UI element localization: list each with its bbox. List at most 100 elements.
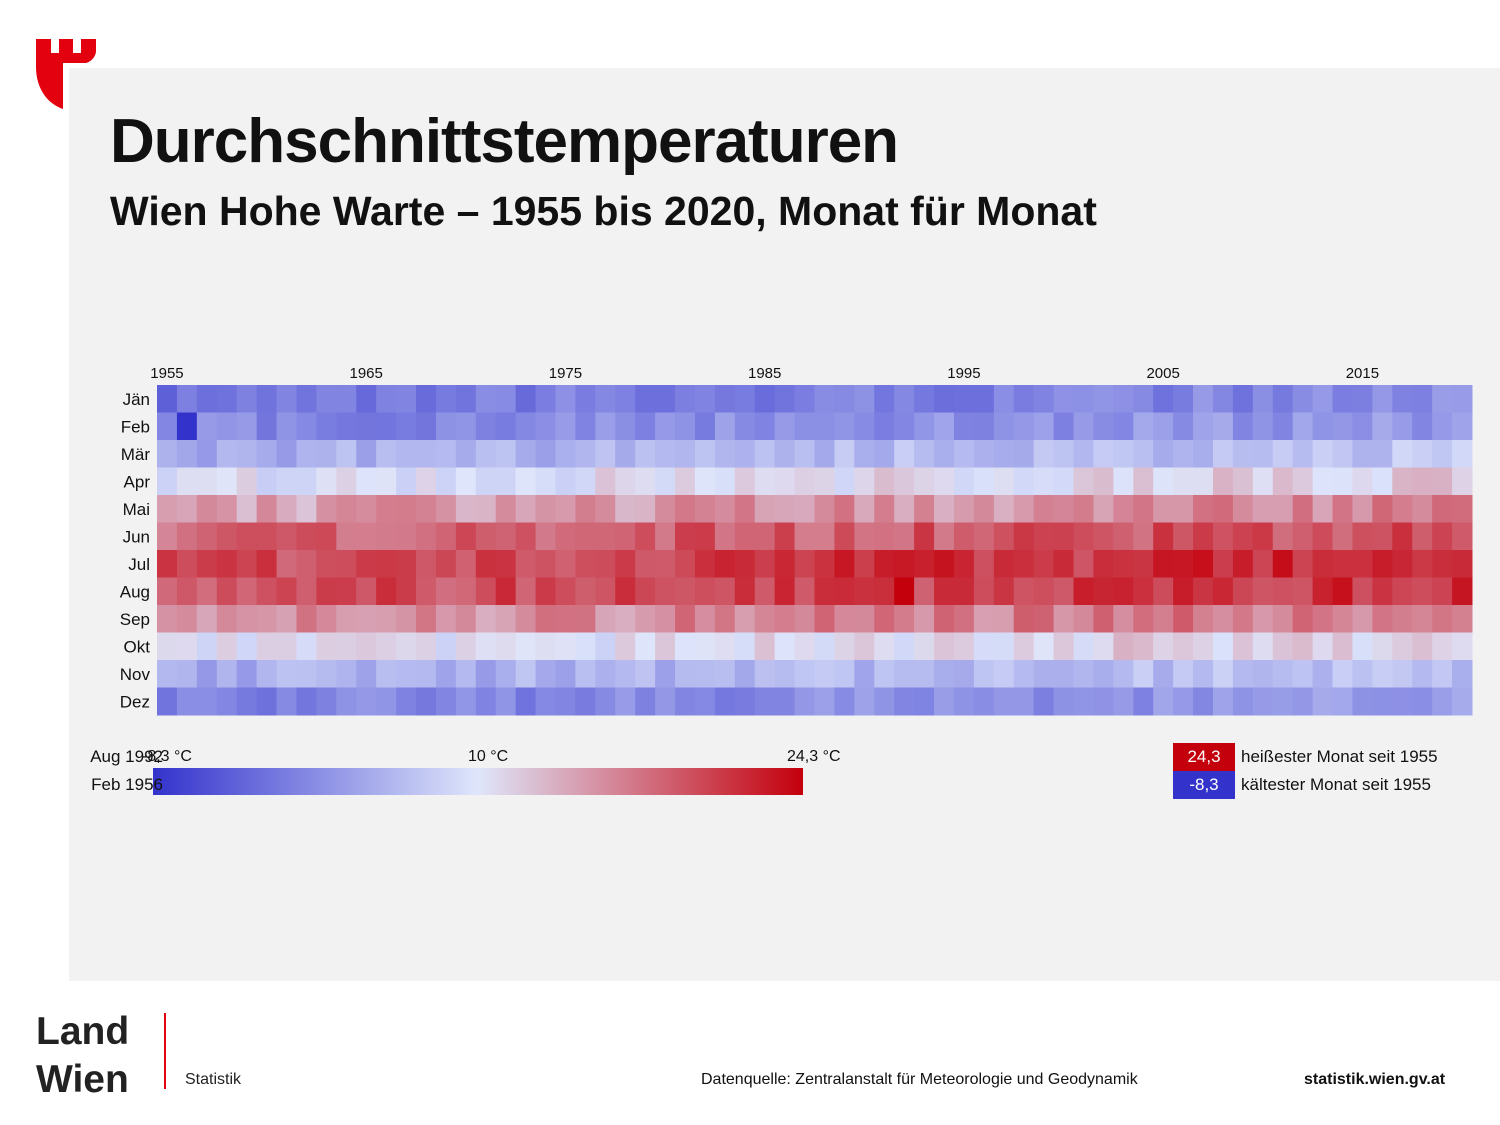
heatmap-cell	[196, 660, 218, 688]
heatmap-cell	[356, 440, 377, 468]
heatmap-cell	[1312, 632, 1334, 661]
heatmap-cell	[435, 660, 457, 688]
heatmap-cell	[1073, 495, 1094, 523]
heatmap-cell	[1272, 522, 1294, 551]
heatmap-cell	[1252, 495, 1274, 523]
heatmap-cell	[196, 632, 218, 661]
heatmap-cell	[754, 632, 776, 661]
heatmap-cell	[973, 632, 995, 661]
heatmap-cell	[276, 385, 297, 413]
heatmap-cell	[814, 412, 835, 441]
heatmap-cell	[1212, 632, 1234, 661]
heatmap-cell	[455, 467, 477, 496]
heatmap-cell	[1432, 660, 1453, 688]
heatmap-cell	[1452, 385, 1473, 413]
heatmap-cell	[356, 632, 377, 661]
heatmap-cell	[1372, 412, 1393, 441]
heatmap-cell	[734, 660, 756, 688]
heatmap-cell	[714, 577, 736, 606]
heatmap-cell	[1252, 467, 1274, 496]
heatmap-cell	[495, 440, 517, 468]
heatmap-cell	[655, 495, 676, 523]
heatmap-cell	[894, 550, 915, 578]
heatmap-cell	[435, 495, 457, 523]
year-tick-label: 1975	[549, 365, 582, 382]
heatmap-cell	[734, 577, 756, 606]
heatmap-cell	[1153, 522, 1174, 551]
heatmap-cell	[1292, 550, 1314, 578]
heatmap-cell	[1113, 660, 1134, 688]
heatmap-cell	[914, 687, 935, 716]
heatmap-cell	[953, 605, 975, 633]
year-tick-label: 1965	[350, 365, 383, 382]
heatmap-cell	[694, 605, 716, 633]
heatmap-cell	[854, 632, 875, 661]
heatmap-cell	[1332, 550, 1353, 578]
heatmap-cell	[336, 550, 357, 578]
heatmap-cell	[1332, 495, 1353, 523]
legend-max-label: 24,3 °C	[787, 748, 841, 765]
heatmap-cell	[376, 632, 397, 661]
heatmap-cell	[1312, 495, 1334, 523]
heatmap-cell	[176, 385, 198, 413]
heatmap-cell	[396, 577, 417, 606]
heatmap-cell	[1033, 385, 1055, 413]
heatmap-cell	[1312, 385, 1334, 413]
heatmap-cell	[416, 632, 437, 661]
heatmap-cell	[595, 605, 616, 633]
heatmap-cell	[953, 385, 975, 413]
heatmap-cell	[1093, 687, 1114, 716]
heatmap-cell	[834, 577, 855, 606]
heatmap-cell	[874, 495, 895, 523]
heatmap-cell	[555, 660, 576, 688]
heatmap-cell	[236, 467, 258, 496]
heatmap-cell	[1113, 605, 1134, 633]
heatmap-cell	[1073, 632, 1094, 661]
website-link[interactable]: statistik.wien.gv.at	[1304, 1071, 1446, 1088]
heatmap-cell	[1292, 385, 1314, 413]
heatmap-cell	[1432, 605, 1453, 633]
heatmap-cell	[1412, 577, 1433, 606]
heatmap-cell	[376, 467, 397, 496]
heatmap-cell	[635, 632, 656, 661]
heatmap-cell	[495, 632, 517, 661]
heatmap-cell	[555, 605, 576, 633]
heatmap-cell	[1412, 385, 1433, 413]
heatmap-cell	[1173, 632, 1194, 661]
heatmap-cell	[1153, 577, 1174, 606]
heatmap-cell	[1352, 550, 1373, 578]
heatmap-cell	[1452, 467, 1473, 496]
heatmap-cell	[236, 385, 258, 413]
heatmap-cell	[854, 412, 875, 441]
heatmap-cell	[1252, 522, 1274, 551]
color-scale-bar	[153, 768, 803, 795]
heatmap-cell	[1292, 467, 1314, 496]
heatmap-cell	[794, 440, 815, 468]
heatmap-cell	[973, 440, 995, 468]
heatmap-cell	[535, 577, 556, 606]
heatmap-cell	[615, 660, 636, 688]
heatmap-cell	[655, 522, 676, 551]
heatmap-cell	[157, 577, 178, 606]
heatmap-cell	[794, 605, 815, 633]
heatmap-cell	[376, 687, 397, 716]
heatmap-cell	[973, 577, 995, 606]
heatmap-cell	[1033, 522, 1055, 551]
heatmap-cell	[1193, 495, 1214, 523]
heatmap-cell	[1452, 687, 1473, 716]
heatmap-cell	[615, 605, 636, 633]
heatmap-cell	[157, 660, 178, 688]
heatmap-cell	[495, 550, 517, 578]
heatmap-cell	[595, 495, 616, 523]
heatmap-cell	[555, 467, 576, 496]
heatmap-cell	[475, 550, 497, 578]
heatmap-cell	[874, 605, 895, 633]
heatmap-cell	[455, 550, 477, 578]
heatmap-cell	[256, 412, 278, 441]
heatmap-cell	[615, 687, 636, 716]
year-tick-label: 1955	[150, 365, 183, 382]
heatmap-cell	[296, 687, 317, 716]
heatmap-cell	[356, 495, 377, 523]
heatmap-cell	[993, 412, 1015, 441]
heatmap-cell	[1372, 687, 1393, 716]
